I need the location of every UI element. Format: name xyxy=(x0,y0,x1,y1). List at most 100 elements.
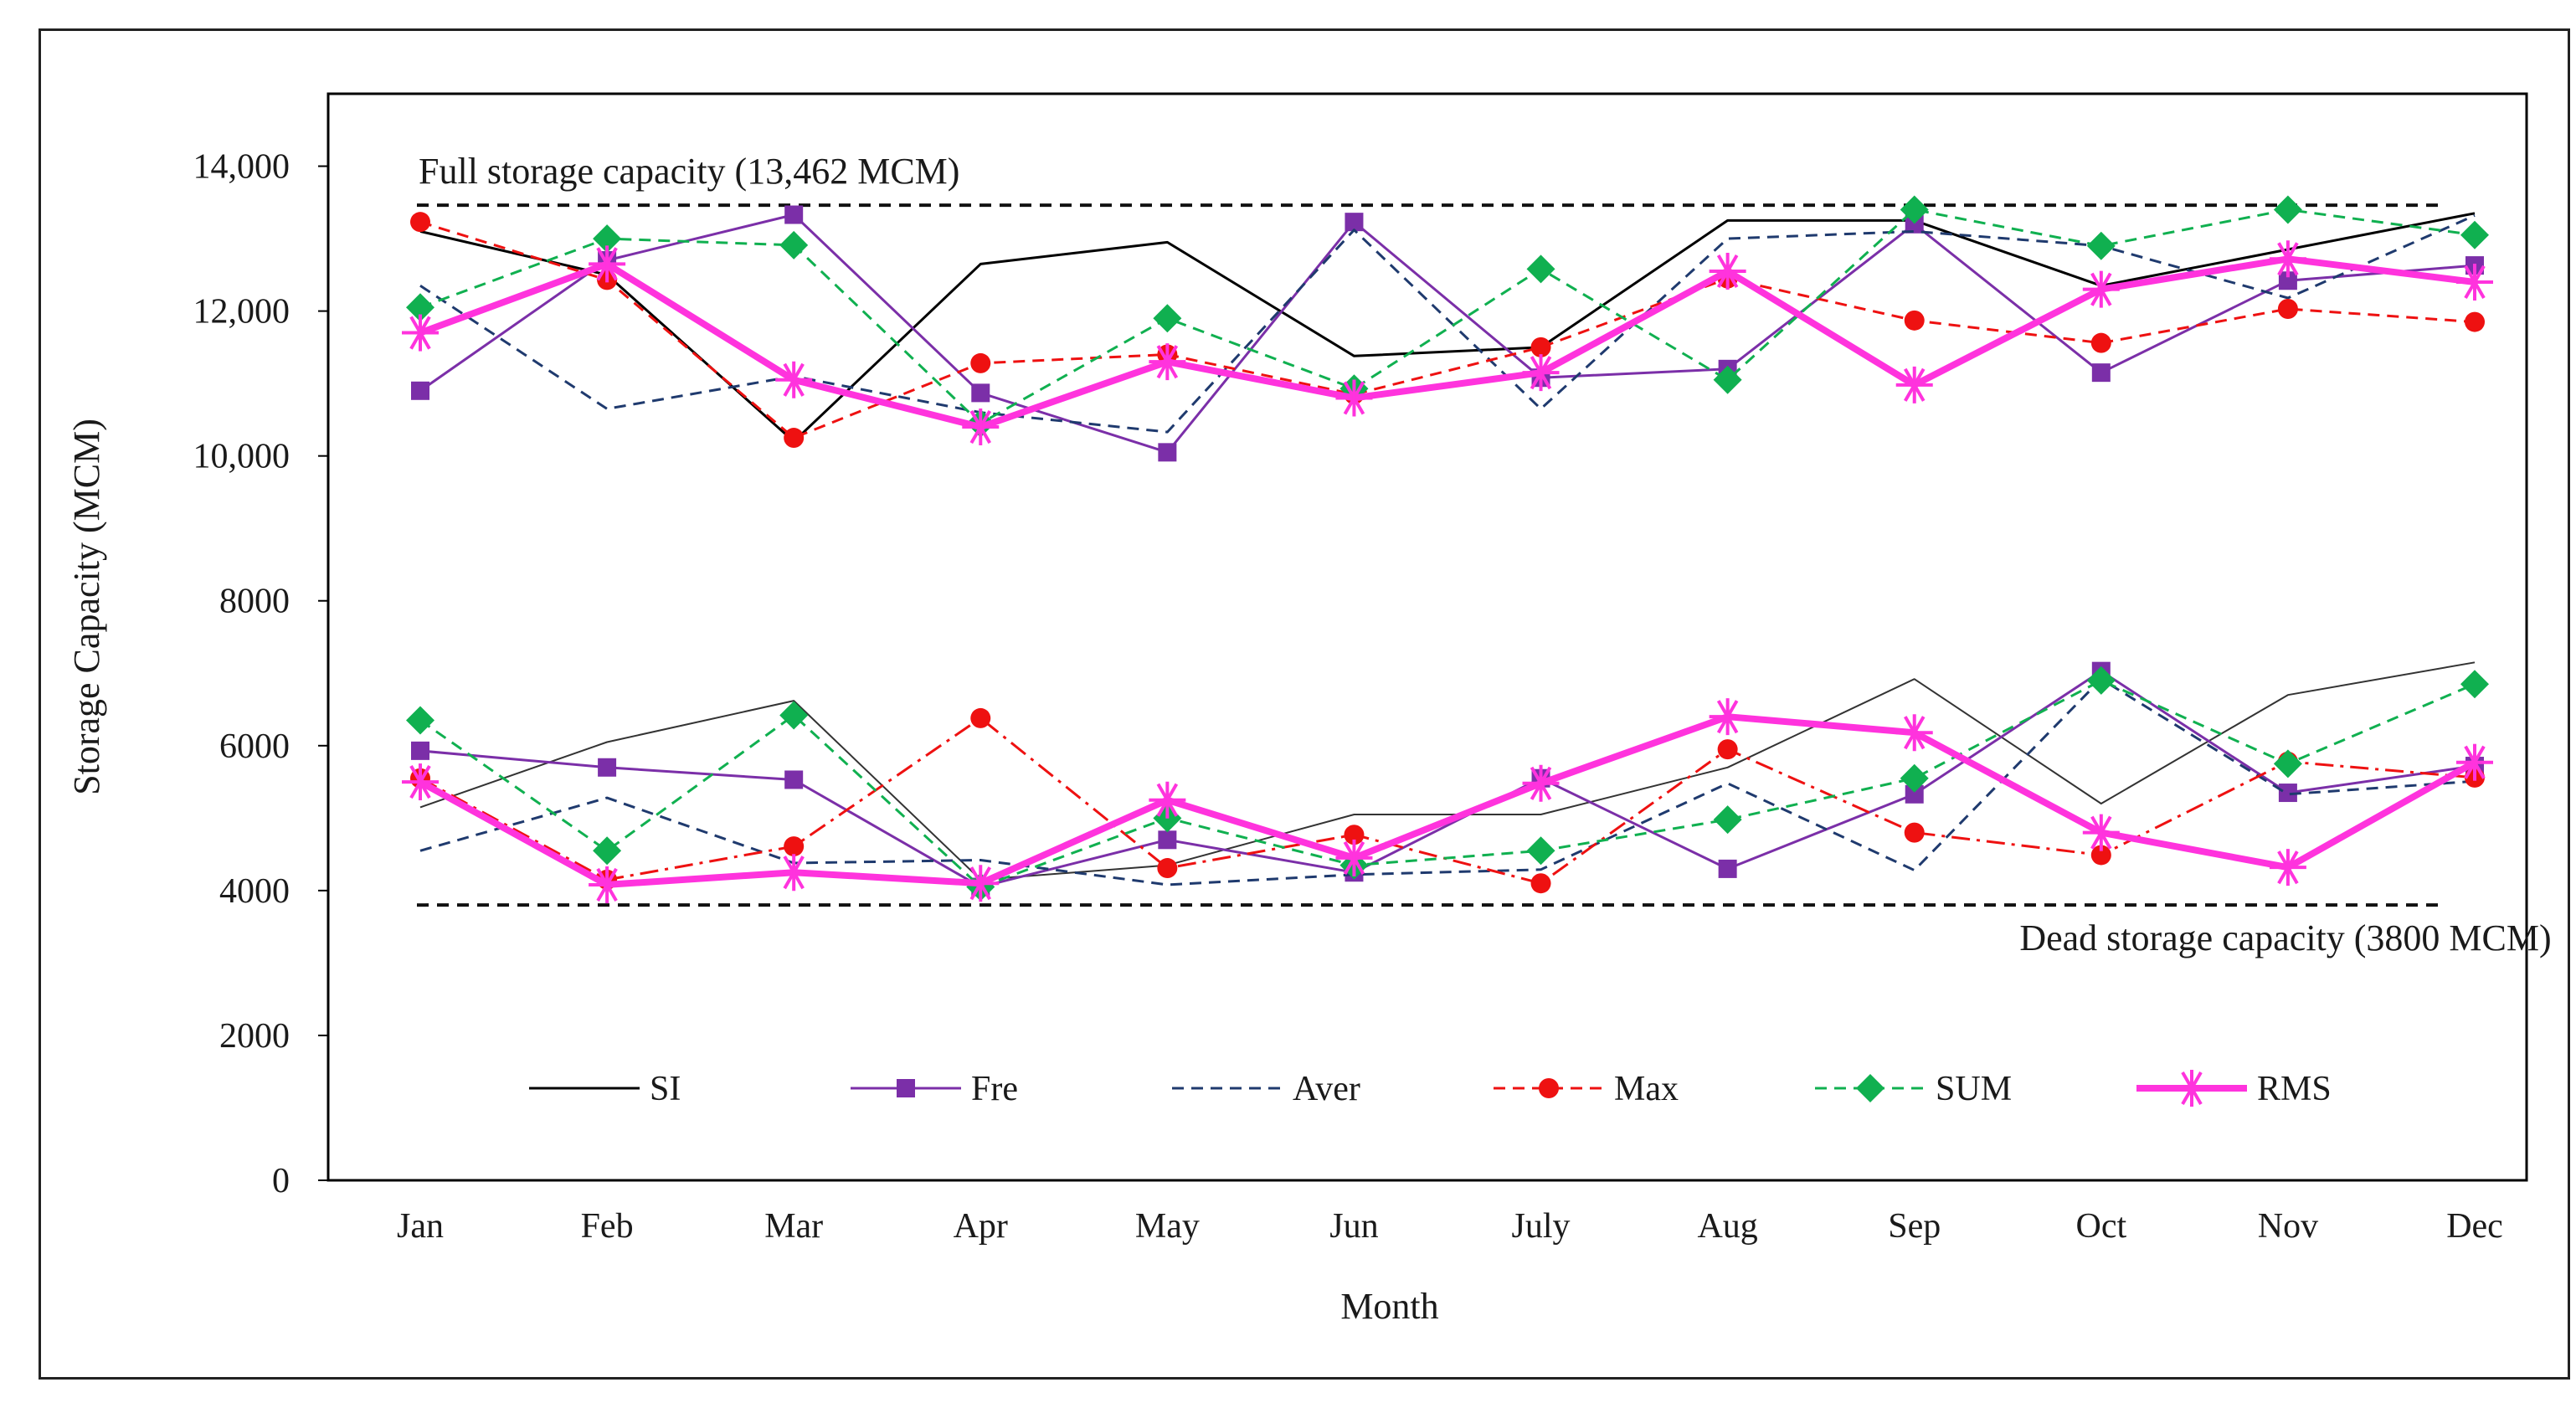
data-point-fre xyxy=(784,205,804,224)
data-point-sum xyxy=(1900,195,1929,224)
series-rms-11 xyxy=(402,698,2493,903)
y-tick-label: 2000 xyxy=(219,1017,290,1056)
data-point-rms xyxy=(1335,379,1373,417)
data-point-fre xyxy=(1905,214,1924,234)
data-point-rms xyxy=(2456,263,2493,301)
data-point-max xyxy=(1904,822,1925,843)
legend-marker xyxy=(1856,1074,1884,1102)
data-point-max xyxy=(1530,873,1551,894)
data-point-fre xyxy=(1345,213,1364,232)
legend-marker xyxy=(897,1079,915,1097)
data-point-rms xyxy=(2082,814,2120,851)
data-point-rms xyxy=(1895,714,1933,752)
x-axis-title: Month xyxy=(1340,1286,1438,1327)
x-tick-label: Mar xyxy=(764,1207,823,1246)
data-point-rms xyxy=(1149,343,1186,381)
series-aver-2 xyxy=(419,214,2476,434)
data-point-max xyxy=(2090,845,2111,866)
data-point-sum xyxy=(2273,195,2302,224)
y-axis-title: Storage Capacity (MCM) xyxy=(66,419,107,795)
data-point-max xyxy=(1530,337,1551,357)
data-point-fre xyxy=(1158,443,1177,462)
data-point-max xyxy=(1717,739,1738,760)
legend-marker xyxy=(1539,1078,1559,1098)
plot-area xyxy=(326,92,2528,1182)
data-point-sum xyxy=(779,701,809,730)
y-tick-label: 0 xyxy=(272,1162,290,1200)
legend-item-sum: SUM xyxy=(1815,1070,2012,1108)
data-point-fre xyxy=(598,758,617,777)
data-point-fre xyxy=(2278,271,2297,290)
y-tick-label: 4000 xyxy=(219,872,290,911)
data-point-sum xyxy=(593,836,622,866)
data-point-max xyxy=(1157,858,1178,879)
data-point-fre xyxy=(784,770,804,789)
data-point-rms xyxy=(1895,366,1933,403)
x-tick-label: Nov xyxy=(2258,1207,2318,1246)
legend-marker xyxy=(2173,1070,2210,1107)
y-tick-label: 6000 xyxy=(219,727,290,766)
legend-label: Aver xyxy=(1293,1070,1360,1108)
data-point-max xyxy=(1904,310,1925,331)
legend-item-aver: Aver xyxy=(1172,1070,1360,1108)
data-point-sum xyxy=(1526,254,1555,284)
data-point-sum xyxy=(2086,231,2116,260)
data-point-rms xyxy=(775,361,813,398)
data-point-max xyxy=(784,428,805,449)
y-tick-label: 8000 xyxy=(219,583,290,621)
data-point-rms xyxy=(1522,354,1560,392)
series-line-rms xyxy=(419,713,2476,888)
series-si-6 xyxy=(419,661,2476,881)
series-line-fre xyxy=(419,670,2476,888)
series-line-aver xyxy=(419,677,2476,886)
legend-label: SI xyxy=(650,1070,681,1108)
series-fre-1 xyxy=(411,205,2484,462)
legend-item-si: SI xyxy=(529,1070,681,1108)
x-tick-label: Jan xyxy=(397,1207,444,1246)
data-point-fre xyxy=(1905,784,1924,804)
data-point-fre xyxy=(1718,859,1737,878)
x-tick-label: Jun xyxy=(1329,1207,1378,1246)
data-point-rms xyxy=(1709,698,1746,736)
y-tick-label: 10,000 xyxy=(193,438,291,476)
data-point-max xyxy=(2465,311,2485,332)
legend-label: RMS xyxy=(2257,1070,2332,1108)
dead-storage-label: Dead storage capacity (3800 MCM) xyxy=(2019,917,2551,958)
data-point-sum xyxy=(406,293,434,322)
x-tick-label: Apr xyxy=(954,1207,1008,1246)
series-line-sum xyxy=(419,679,2476,888)
data-point-rms xyxy=(1522,764,1560,802)
data-point-rms xyxy=(962,865,1000,902)
data-point-max xyxy=(410,212,430,233)
data-point-sum xyxy=(2086,665,2116,695)
data-point-rms xyxy=(775,854,813,892)
series-si-0 xyxy=(419,212,2476,443)
data-point-max xyxy=(2277,299,2298,320)
data-point-fre xyxy=(411,741,429,760)
data-point-fre xyxy=(2278,784,2297,803)
legend-label: Fre xyxy=(971,1070,1018,1108)
data-point-fre xyxy=(1158,830,1177,850)
y-tick-label: 14,000 xyxy=(193,148,291,187)
data-point-rms xyxy=(2456,743,2493,781)
series-line-sum xyxy=(419,208,2476,425)
series-aver-8 xyxy=(419,677,2476,886)
legend-item-max: Max xyxy=(1494,1070,1679,1108)
x-tick-label: May xyxy=(1135,1207,1200,1246)
x-tick-label: Feb xyxy=(581,1207,634,1246)
x-tick-label: Sep xyxy=(1888,1207,1941,1246)
data-point-fre xyxy=(2091,363,2111,383)
series-line-max xyxy=(419,220,2476,439)
data-point-sum xyxy=(593,224,622,254)
data-point-rms xyxy=(2269,240,2306,278)
data-point-sum xyxy=(1153,304,1182,333)
x-tick-label: Aug xyxy=(1697,1207,1757,1246)
series-line-rms xyxy=(419,255,2476,431)
series-sum-4 xyxy=(406,195,2489,438)
data-point-sum xyxy=(2460,670,2489,699)
full-storage-label: Full storage capacity (13,462 MCM) xyxy=(419,151,959,192)
data-point-sum xyxy=(406,706,434,735)
series-max-9 xyxy=(410,707,2485,894)
series-line-aver xyxy=(419,214,2476,434)
